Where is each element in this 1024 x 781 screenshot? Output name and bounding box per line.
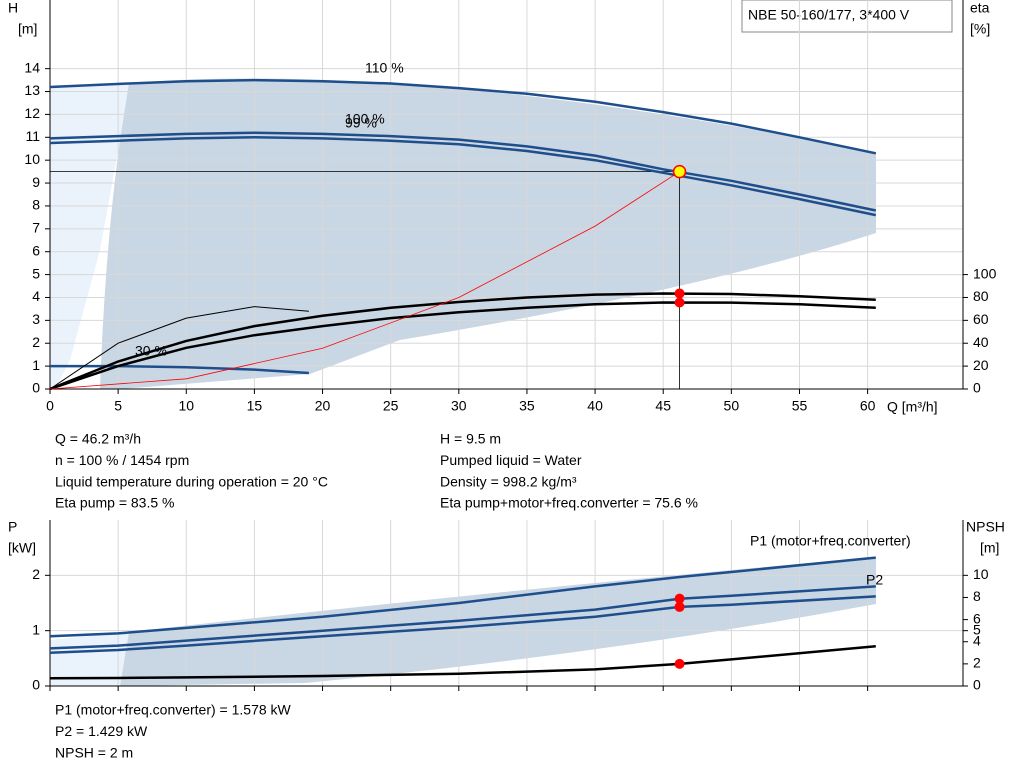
operating-point: [674, 658, 685, 669]
x-tick-label: 50: [724, 398, 740, 414]
y2-label: NPSH: [966, 519, 1005, 535]
y2-tick-label: 0: [973, 380, 981, 396]
y2-tick-label: 8: [973, 588, 981, 604]
y-tick-label: 2: [32, 566, 40, 582]
info-text: Eta pump = 83.5 %: [55, 495, 174, 511]
y-tick-label: 10: [24, 151, 40, 167]
info-text: P2 = 1.429 kW: [55, 723, 148, 739]
y2-tick-label: 80: [973, 288, 989, 304]
x-tick-label: 35: [519, 398, 535, 414]
curve-label: 100 %: [345, 111, 385, 127]
y2-label: [m]: [980, 540, 999, 556]
y-label: P: [8, 519, 17, 535]
curve-label: P1 (motor+freq.converter): [750, 533, 911, 549]
y2-tick-label: 10: [973, 566, 989, 582]
info-text: H = 9.5 m: [440, 431, 501, 447]
x-label: Q [m³/h]: [887, 399, 938, 415]
curve: [49, 556, 876, 638]
curve: [50, 364, 309, 375]
curve-label: 110 %: [365, 60, 404, 76]
x-tick-label: 10: [178, 398, 194, 414]
chart-title: NBE 50-160/177, 3*400 V: [748, 7, 910, 23]
curve: [49, 301, 876, 391]
curve: [49, 136, 877, 217]
x-tick-label: 40: [587, 398, 603, 414]
x-tick-label: 60: [860, 398, 876, 414]
y-tick-label: 4: [32, 288, 40, 304]
y-tick-label: 1: [32, 621, 40, 637]
y2-tick-label: 5: [973, 621, 981, 637]
curve: [49, 585, 876, 650]
y-label: [kW]: [8, 540, 36, 556]
range-area: [120, 557, 876, 686]
x-tick-label: 25: [383, 398, 399, 414]
curve: [49, 292, 876, 391]
y-tick-label: 12: [24, 105, 40, 121]
y2-tick-label: 60: [973, 311, 989, 327]
y-tick-label: 5: [32, 265, 40, 281]
curve: [49, 595, 876, 655]
x-tick-label: 55: [792, 398, 808, 414]
curve: [49, 131, 877, 212]
y-tick-label: 11: [25, 128, 40, 144]
y2-label: eta: [970, 0, 990, 16]
y-tick-label: 1: [32, 357, 40, 373]
info-text: Liquid temperature during operation = 20…: [55, 473, 328, 489]
info-text: Pumped liquid = Water: [440, 452, 582, 468]
x-tick-label: 5: [114, 398, 122, 414]
x-tick-label: 0: [46, 398, 54, 414]
y-tick-label: 3: [32, 311, 40, 327]
y-label: H: [8, 0, 18, 16]
y2-tick-label: 4: [973, 632, 981, 648]
y-tick-label: 9: [32, 174, 40, 190]
y2-tick-label: 100: [973, 265, 997, 281]
operating-point: [674, 297, 685, 308]
x-tick-label: 20: [315, 398, 331, 414]
x-tick-label: 45: [655, 398, 671, 414]
info-text: n = 100 % / 1454 rpm: [55, 452, 189, 468]
y-tick-label: 0: [32, 380, 40, 396]
y-tick-label: 6: [32, 242, 40, 258]
curve: [49, 644, 876, 680]
y-label: [m]: [18, 21, 37, 37]
y2-tick-label: 20: [973, 357, 989, 373]
curve-label: P2: [866, 572, 883, 588]
range-light: [50, 83, 129, 389]
operating-point: [674, 288, 685, 299]
y2-label: [%]: [970, 21, 990, 37]
operating-point: [672, 164, 687, 179]
y2-tick-label: 0: [973, 677, 981, 693]
y-tick-label: 2: [32, 334, 40, 350]
range-area: [100, 78, 876, 390]
info-text: Q = 46.2 m³/h: [55, 431, 141, 447]
y-tick-label: 13: [24, 82, 40, 98]
info-text: Eta pump+motor+freq.converter = 75.6 %: [440, 495, 698, 511]
y-tick-label: 7: [32, 220, 40, 236]
info-text: NPSH = 2 m: [55, 744, 133, 760]
curve: [49, 78, 877, 155]
info-text: P1 (motor+freq.converter) = 1.578 kW: [55, 702, 292, 718]
y-tick-label: 8: [32, 197, 40, 213]
y2-tick-label: 2: [973, 655, 981, 671]
curve: [49, 171, 680, 390]
operating-point: [674, 593, 685, 604]
x-tick-label: 30: [451, 398, 467, 414]
curve-label: 99 %: [345, 115, 377, 131]
y2-tick-label: 6: [973, 610, 981, 626]
operating-point: [674, 601, 685, 612]
title-box: [741, 0, 953, 33]
y-tick-label: 14: [24, 59, 40, 75]
curve: [49, 306, 309, 390]
y-tick-label: 0: [32, 677, 40, 693]
x-tick-label: 15: [247, 398, 263, 414]
y2-tick-label: 40: [973, 334, 989, 350]
info-text: Density = 998.2 kg/m³: [440, 473, 577, 489]
